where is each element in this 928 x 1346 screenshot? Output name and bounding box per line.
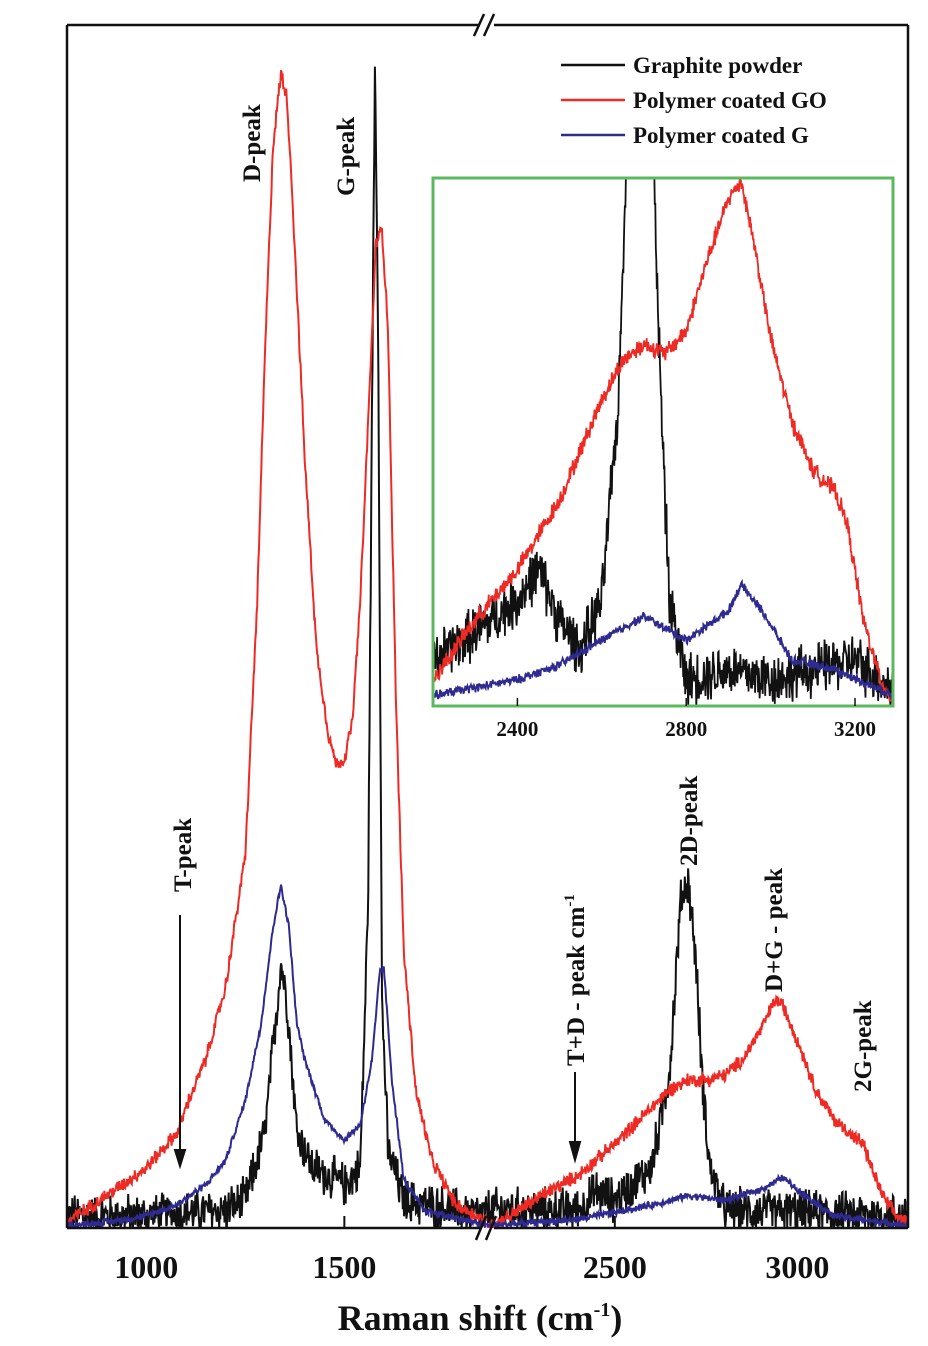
inset-border-overlay <box>431 176 895 708</box>
inset-series-line-graphite-powder <box>433 178 893 706</box>
legend-label: Graphite powder <box>633 53 802 78</box>
inset-series-line-polymer-coated-go <box>433 178 893 703</box>
legend-label: Polymer coated G <box>633 123 809 148</box>
annotation-t-peak: T-peak <box>170 818 197 892</box>
series-line-polymer-coated-go-segment-1 <box>67 69 488 1226</box>
series-line-polymer-coated-g-segment-2 <box>486 1173 908 1228</box>
series-line-polymer-coated-g-segment-1 <box>67 884 488 1228</box>
inset-series-group <box>433 178 893 706</box>
plot-frame <box>65 23 910 1230</box>
inset-x-ticks: 2400 2800 3200 <box>496 698 876 741</box>
annotation-d-peak: D-peak <box>239 104 266 182</box>
legend-label: Polymer coated GO <box>633 88 827 113</box>
series-line-graphite-powder-segment-1 <box>67 66 488 1228</box>
x-tick-label: 1500 <box>312 1249 376 1285</box>
axis-break-top <box>472 13 496 37</box>
axis-break-bottom <box>474 1215 498 1241</box>
x-tick-label: 3000 <box>765 1249 829 1285</box>
arrow-t-peak <box>173 915 187 1170</box>
annotation-2g-peak: 2G-peak <box>850 1000 877 1092</box>
inset-tick-label: 2800 <box>665 717 707 741</box>
x-tick-label: 1000 <box>114 1249 178 1285</box>
legend: Graphite powder Polymer coated GO Polyme… <box>561 53 827 148</box>
annotation-g-peak: G-peak <box>333 117 360 196</box>
annotation-d-plus-g-peak: D+G - peak <box>761 868 788 992</box>
x-axis-label: Raman shift (cm-1) <box>338 1298 623 1338</box>
main-series-group <box>67 66 908 1228</box>
inset-tick-label: 2400 <box>496 717 538 741</box>
series-line-polymer-coated-go-segment-2 <box>486 994 908 1228</box>
inset-chart: 2400 2800 3200 <box>431 176 895 741</box>
annotation-2d-peak: 2D-peak <box>676 776 703 866</box>
annotations: D-peak G-peak T-peak T+D - peak cm-1 2D-… <box>170 104 877 1170</box>
legend-item-polymer-coated-go: Polymer coated GO <box>561 88 827 113</box>
legend-item-graphite-powder: Graphite powder <box>561 53 802 78</box>
annotation-t-plus-d-peak: T+D - peak cm-1 <box>562 894 590 1066</box>
x-axis-ticks: 1000 1500 2500 3000 <box>114 1216 829 1285</box>
inset-series-line-polymer-coated-g <box>433 578 893 701</box>
inset-tick-label: 3200 <box>834 717 876 741</box>
x-tick-label: 2500 <box>583 1249 647 1285</box>
arrow-t-plus-d-peak <box>568 1072 582 1164</box>
series-line-graphite-powder-segment-2 <box>486 868 908 1228</box>
legend-item-polymer-coated-g: Polymer coated G <box>561 123 809 148</box>
